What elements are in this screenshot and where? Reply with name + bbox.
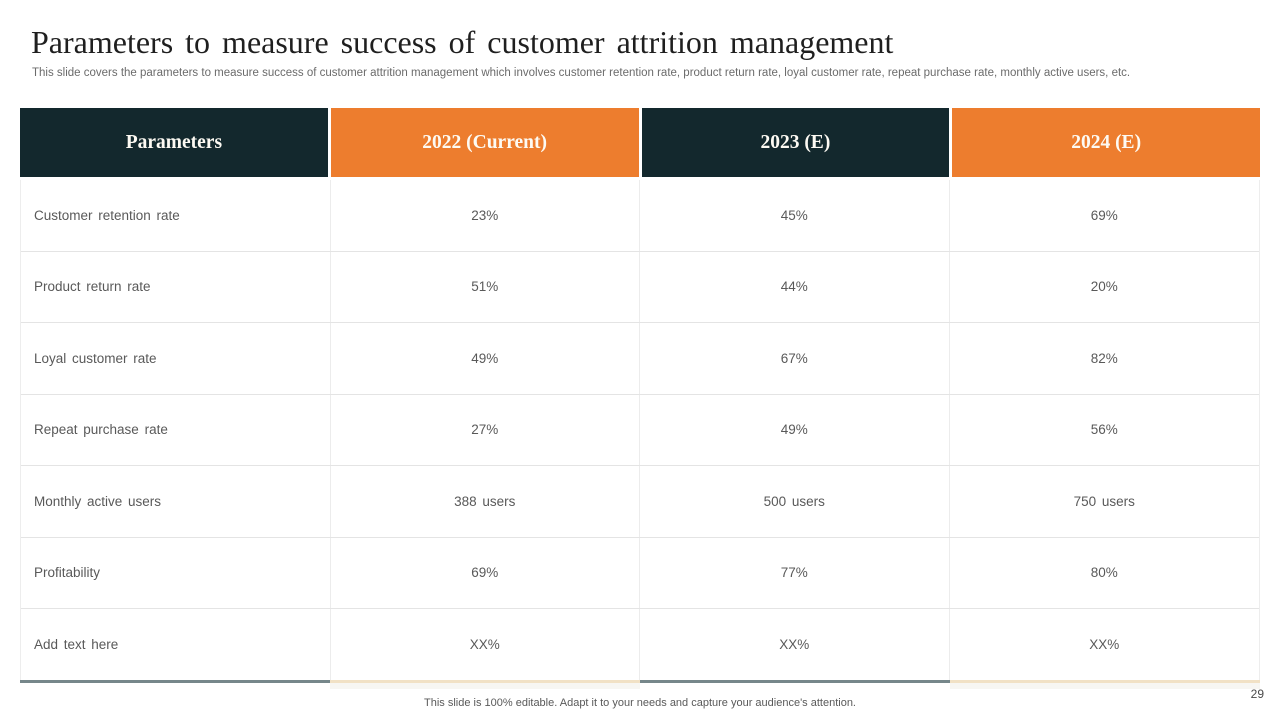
value-cell-2024: 750 users [1073,493,1135,509]
value-cell-2022: XX% [331,609,640,680]
table-header-row: Parameters 2022 (Current) 2023 (E) 2024 … [20,108,1260,177]
table-body: Customer retention rate 23% 45% 69% Prod… [20,180,1260,680]
parameter-cell: Customer retention rate [21,180,331,251]
column-header-2023-e: 2023 (E) [641,108,950,177]
page-number: 29 [1250,687,1264,701]
parameters-table: Parameters 2022 (Current) 2023 (E) 2024 … [20,108,1260,689]
value-cell-2024: 56% [1090,422,1118,438]
table-row: Monthly active users 388 users 500 users… [21,466,1259,538]
parameter-cell: Repeat purchase rate [21,394,331,465]
shadow-segment [640,683,950,689]
value-cell-2022: 49% [331,323,640,394]
value-cell-2022: 69% [331,537,640,608]
parameter-cell: Loyal customer rate [21,323,331,394]
bottom-border-segment [20,679,330,683]
bottom-border-segment [950,679,1260,683]
shadow-segment [20,683,330,689]
value-cell-2023: 67% [640,323,950,394]
value-cell-2023: 49% [640,394,950,465]
value-cell-2022: 27% [331,394,640,465]
value-cell-2023: 44% [640,251,950,322]
value-cell-2022: 51% [331,251,640,322]
table-row: Profitability 69% 77% 80% [21,537,1259,609]
table-row: Product return rate 51% 44% 20% [21,251,1259,323]
bottom-border-segment [640,679,950,683]
table-row: Repeat purchase rate 27% 49% 56% [21,394,1259,466]
shadow-segment [950,682,1260,689]
table-shadow [20,682,1260,689]
table-row: Loyal customer rate 49% 67% 82% [21,323,1259,395]
value-cell-2023: 500 users [640,466,950,537]
parameter-cell: Monthly active users [21,466,331,537]
table-row: Add text here XX% XX% XX% [21,609,1259,680]
page-title: Parameters to measure success of custome… [31,24,894,60]
parameter-cell: Add text here [21,609,331,680]
value-cell-2024: 69% [1090,207,1118,223]
table-row: Customer retention rate 23% 45% 69% [21,180,1259,252]
value-cell-2024: 20% [1090,279,1118,295]
value-cell-2022: 23% [331,180,640,251]
value-cell-2024: 82% [1090,350,1118,366]
parameter-cell: Profitability [21,537,331,608]
column-header-2024-e: 2024 (E) [952,108,1260,177]
footer-note: This slide is 100% editable. Adapt it to… [424,697,856,709]
shadow-segment [330,682,640,689]
value-cell-2024: XX% [1089,636,1120,652]
column-header-2022-current: 2022 (Current) [330,108,639,177]
value-cell-2023: 45% [640,180,950,251]
value-cell-2022: 388 users [331,466,640,537]
column-header-parameters: Parameters [20,108,328,177]
value-cell-2024: 80% [1090,565,1118,581]
value-cell-2023: XX% [640,609,950,680]
bottom-border-segment [330,679,640,683]
value-cell-2023: 77% [640,537,950,608]
table-bottom-border [20,679,1260,683]
page-subtitle: This slide covers the parameters to meas… [32,67,1131,79]
parameter-cell: Product return rate [21,251,331,322]
